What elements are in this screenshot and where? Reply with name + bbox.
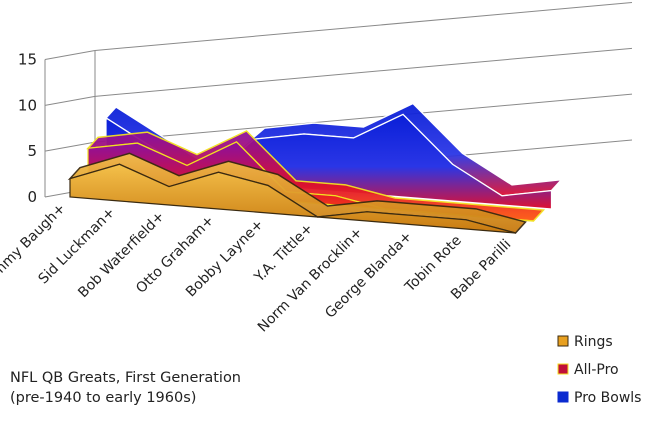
series-area-rings: [69, 163, 516, 234]
y-tick-label: 15: [18, 51, 37, 69]
chart-title: NFL QB Greats, First Generation: [10, 370, 242, 386]
chart-caption: NFL QB Greats, First Generation (pre-194…: [10, 368, 241, 408]
y-tick-label: 0: [27, 188, 37, 206]
legend-label: All-Pro: [574, 362, 619, 378]
gridline: [94, 47, 633, 97]
legend-swatch: [557, 391, 569, 403]
y-tick-label: 5: [27, 142, 37, 160]
x-tick-label: Norm Van Brocklin+: [255, 225, 366, 336]
legend-swatch: [557, 363, 569, 375]
legend-swatch: [557, 335, 569, 347]
legend-label: Pro Bowls: [574, 390, 641, 406]
legend-label: Rings: [574, 334, 613, 350]
y-tick-label: 10: [18, 96, 37, 114]
gridline-side: [44, 141, 96, 152]
gridline: [94, 93, 633, 143]
series-areas: [67, 102, 564, 234]
x-tick-label: Sammy Baugh+: [0, 201, 69, 293]
legend: Rings All-Pro Pro Bowls: [557, 334, 641, 406]
gridline-side: [44, 50, 96, 60]
gridline-side: [44, 95, 96, 106]
chart-subtitle: (pre-1940 to early 1960s): [10, 390, 197, 406]
gridline: [94, 2, 633, 52]
